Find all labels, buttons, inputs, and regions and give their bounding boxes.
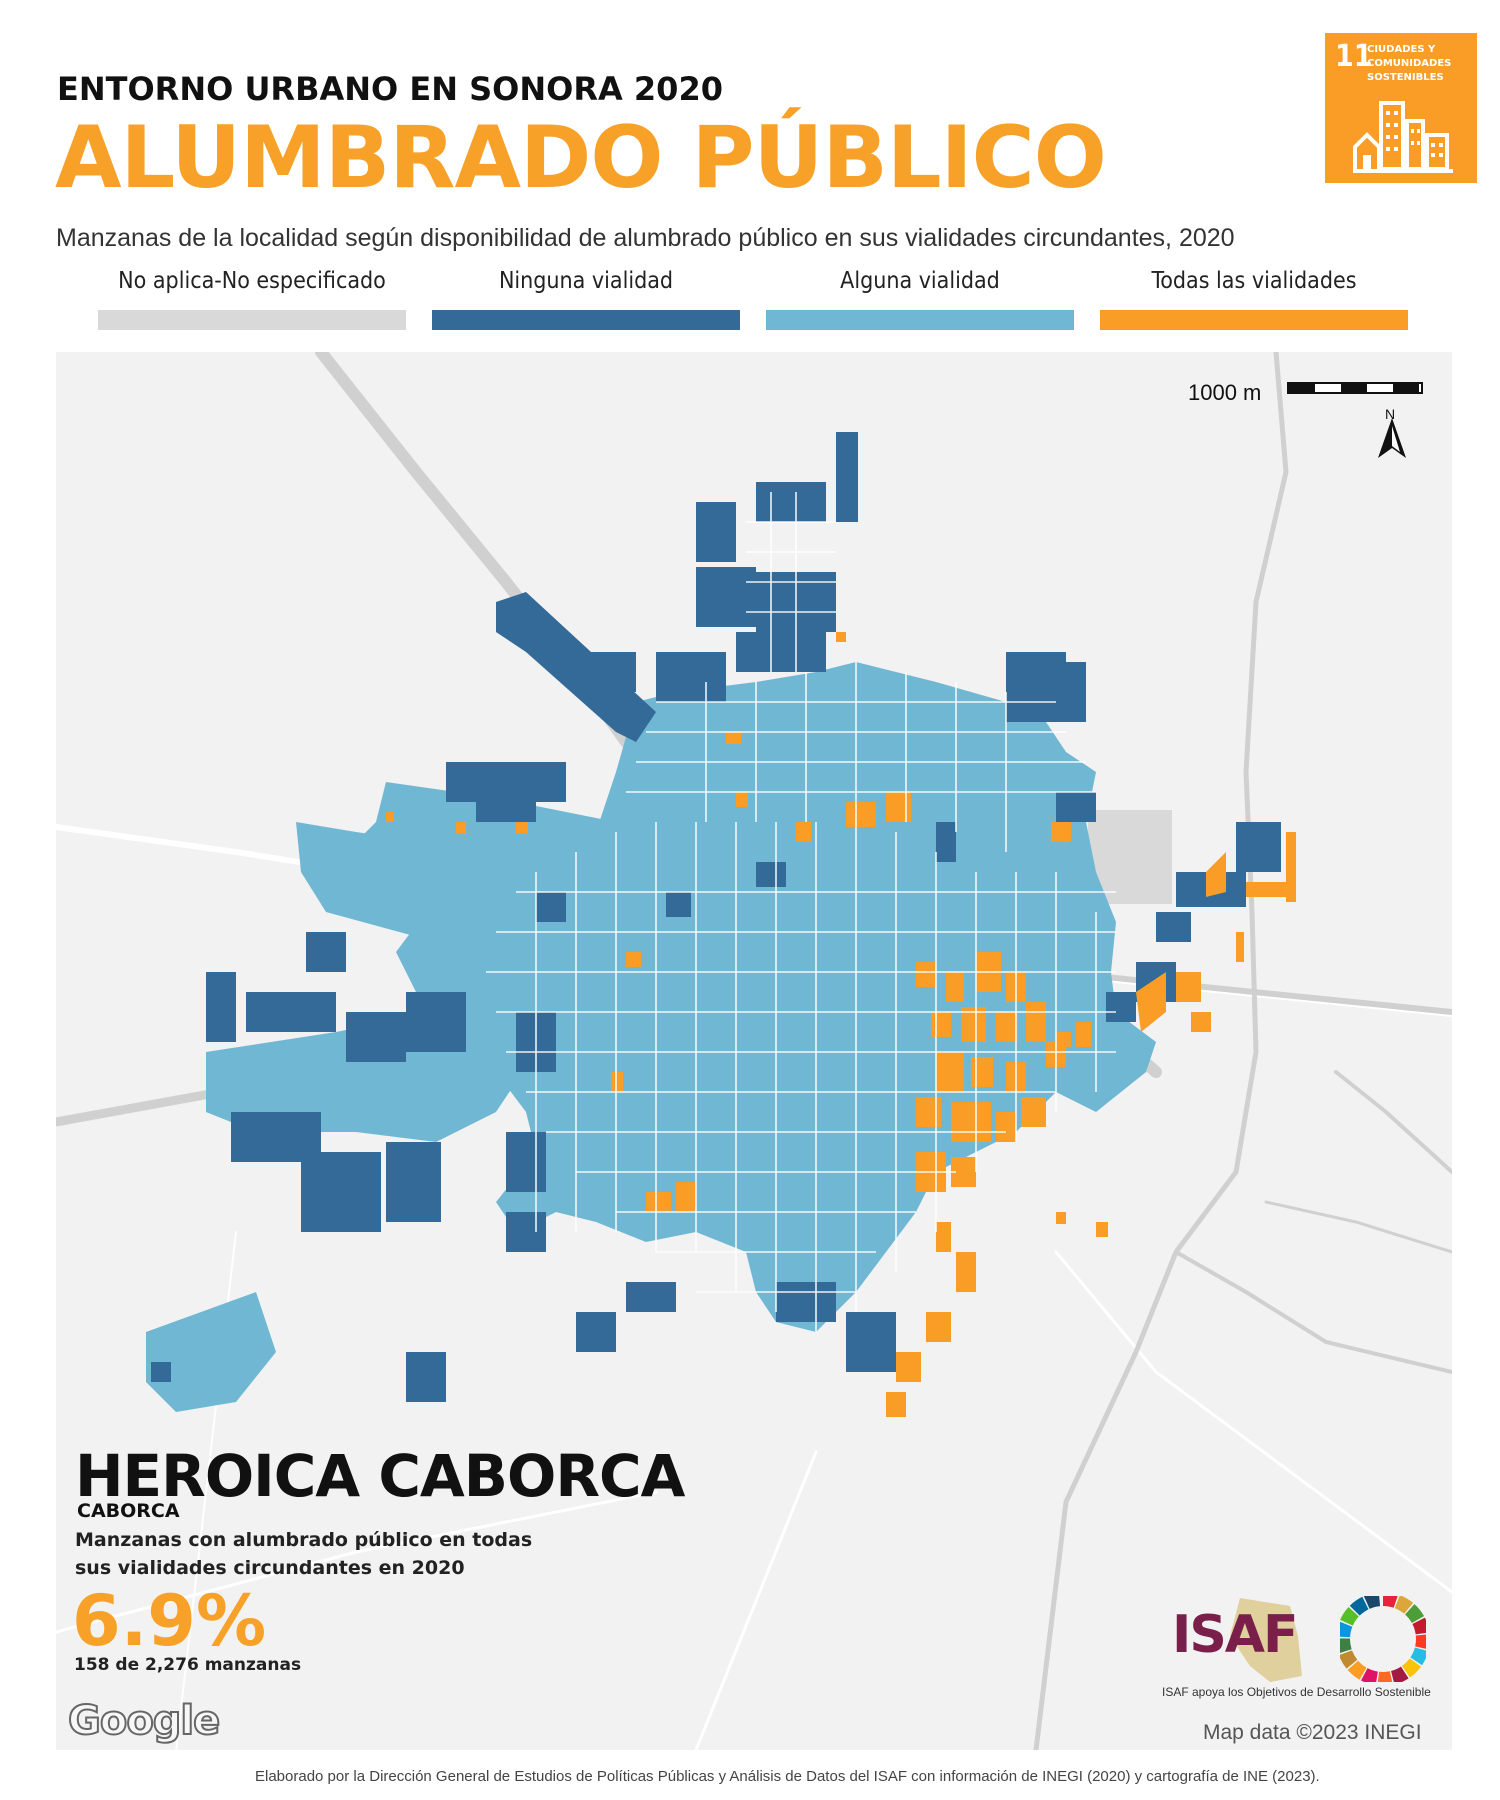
locality-name: HEROICA CABORCA: [75, 1442, 685, 1510]
google-logo: Google: [67, 1697, 221, 1745]
north-arrow-icon: [1378, 418, 1406, 458]
legend-swatch: [1100, 310, 1408, 330]
north-label: N: [1385, 406, 1396, 422]
map-view[interactable]: [56, 352, 1452, 1750]
subtitle: Manzanas de la localidad según disponibi…: [56, 224, 1235, 252]
stat-count: 158 de 2,276 manzanas: [74, 1655, 302, 1675]
legend-swatch: [98, 310, 406, 330]
legend-label: Todas las vialidades: [1151, 268, 1357, 294]
city-blocks-map[interactable]: [56, 352, 1452, 1750]
municipality-name: CABORCA: [77, 1500, 180, 1522]
sdg-text: CIUDADES Y COMUNIDADES SOSTENIBLES: [1367, 44, 1452, 83]
blocks-ninguna-vialidad[interactable]: [151, 432, 1281, 1402]
isaf-caption: ISAF apoya los Objetivos de Desarrollo S…: [1162, 1685, 1431, 1699]
stat-percent: 6.9%: [72, 1580, 267, 1662]
sdg-number: 11: [1335, 39, 1373, 74]
legend-label: No aplica-No especificado: [118, 268, 386, 294]
legend-label: Alguna vialidad: [840, 268, 1000, 294]
main-title: ALUMBRADO PÚBLICO: [55, 108, 1107, 208]
footer-credit: Elaborado por la Dirección General de Es…: [255, 1768, 1320, 1785]
legend-item-todas: Todas las vialidades: [1100, 268, 1408, 330]
map-attribution: Map data ©2023 INEGI: [1203, 1721, 1422, 1744]
legend-label: Ninguna vialidad: [498, 268, 674, 294]
city-buildings-icon: [1353, 101, 1453, 173]
sdg-11-badge: 11 CIUDADES Y COMUNIDADES SOSTENIBLES: [1325, 33, 1477, 183]
sdg-wheel-icon: [1340, 1596, 1426, 1682]
legend-item-ninguna: Ninguna vialidad: [432, 268, 740, 330]
stat-description: Manzanas con alumbrado público en todas …: [75, 1529, 533, 1579]
street-grid: [486, 492, 1116, 1332]
isaf-logo: ISAF: [1172, 1605, 1299, 1665]
legend-swatch: [432, 310, 740, 330]
scale-label: 1000 m: [1188, 380, 1262, 405]
supertitle: ENTORNO URBANO EN SONORA 2020: [57, 70, 723, 108]
legend-item-alguna: Alguna vialidad: [766, 268, 1074, 330]
legend-swatch: [766, 310, 1074, 330]
legend: No aplica-No especificado Ninguna vialid…: [98, 268, 1408, 330]
scale-bar: [1287, 382, 1423, 394]
legend-item-no-aplica: No aplica-No especificado: [98, 268, 406, 330]
sonora-state-shape-icon: [1230, 1598, 1302, 1682]
